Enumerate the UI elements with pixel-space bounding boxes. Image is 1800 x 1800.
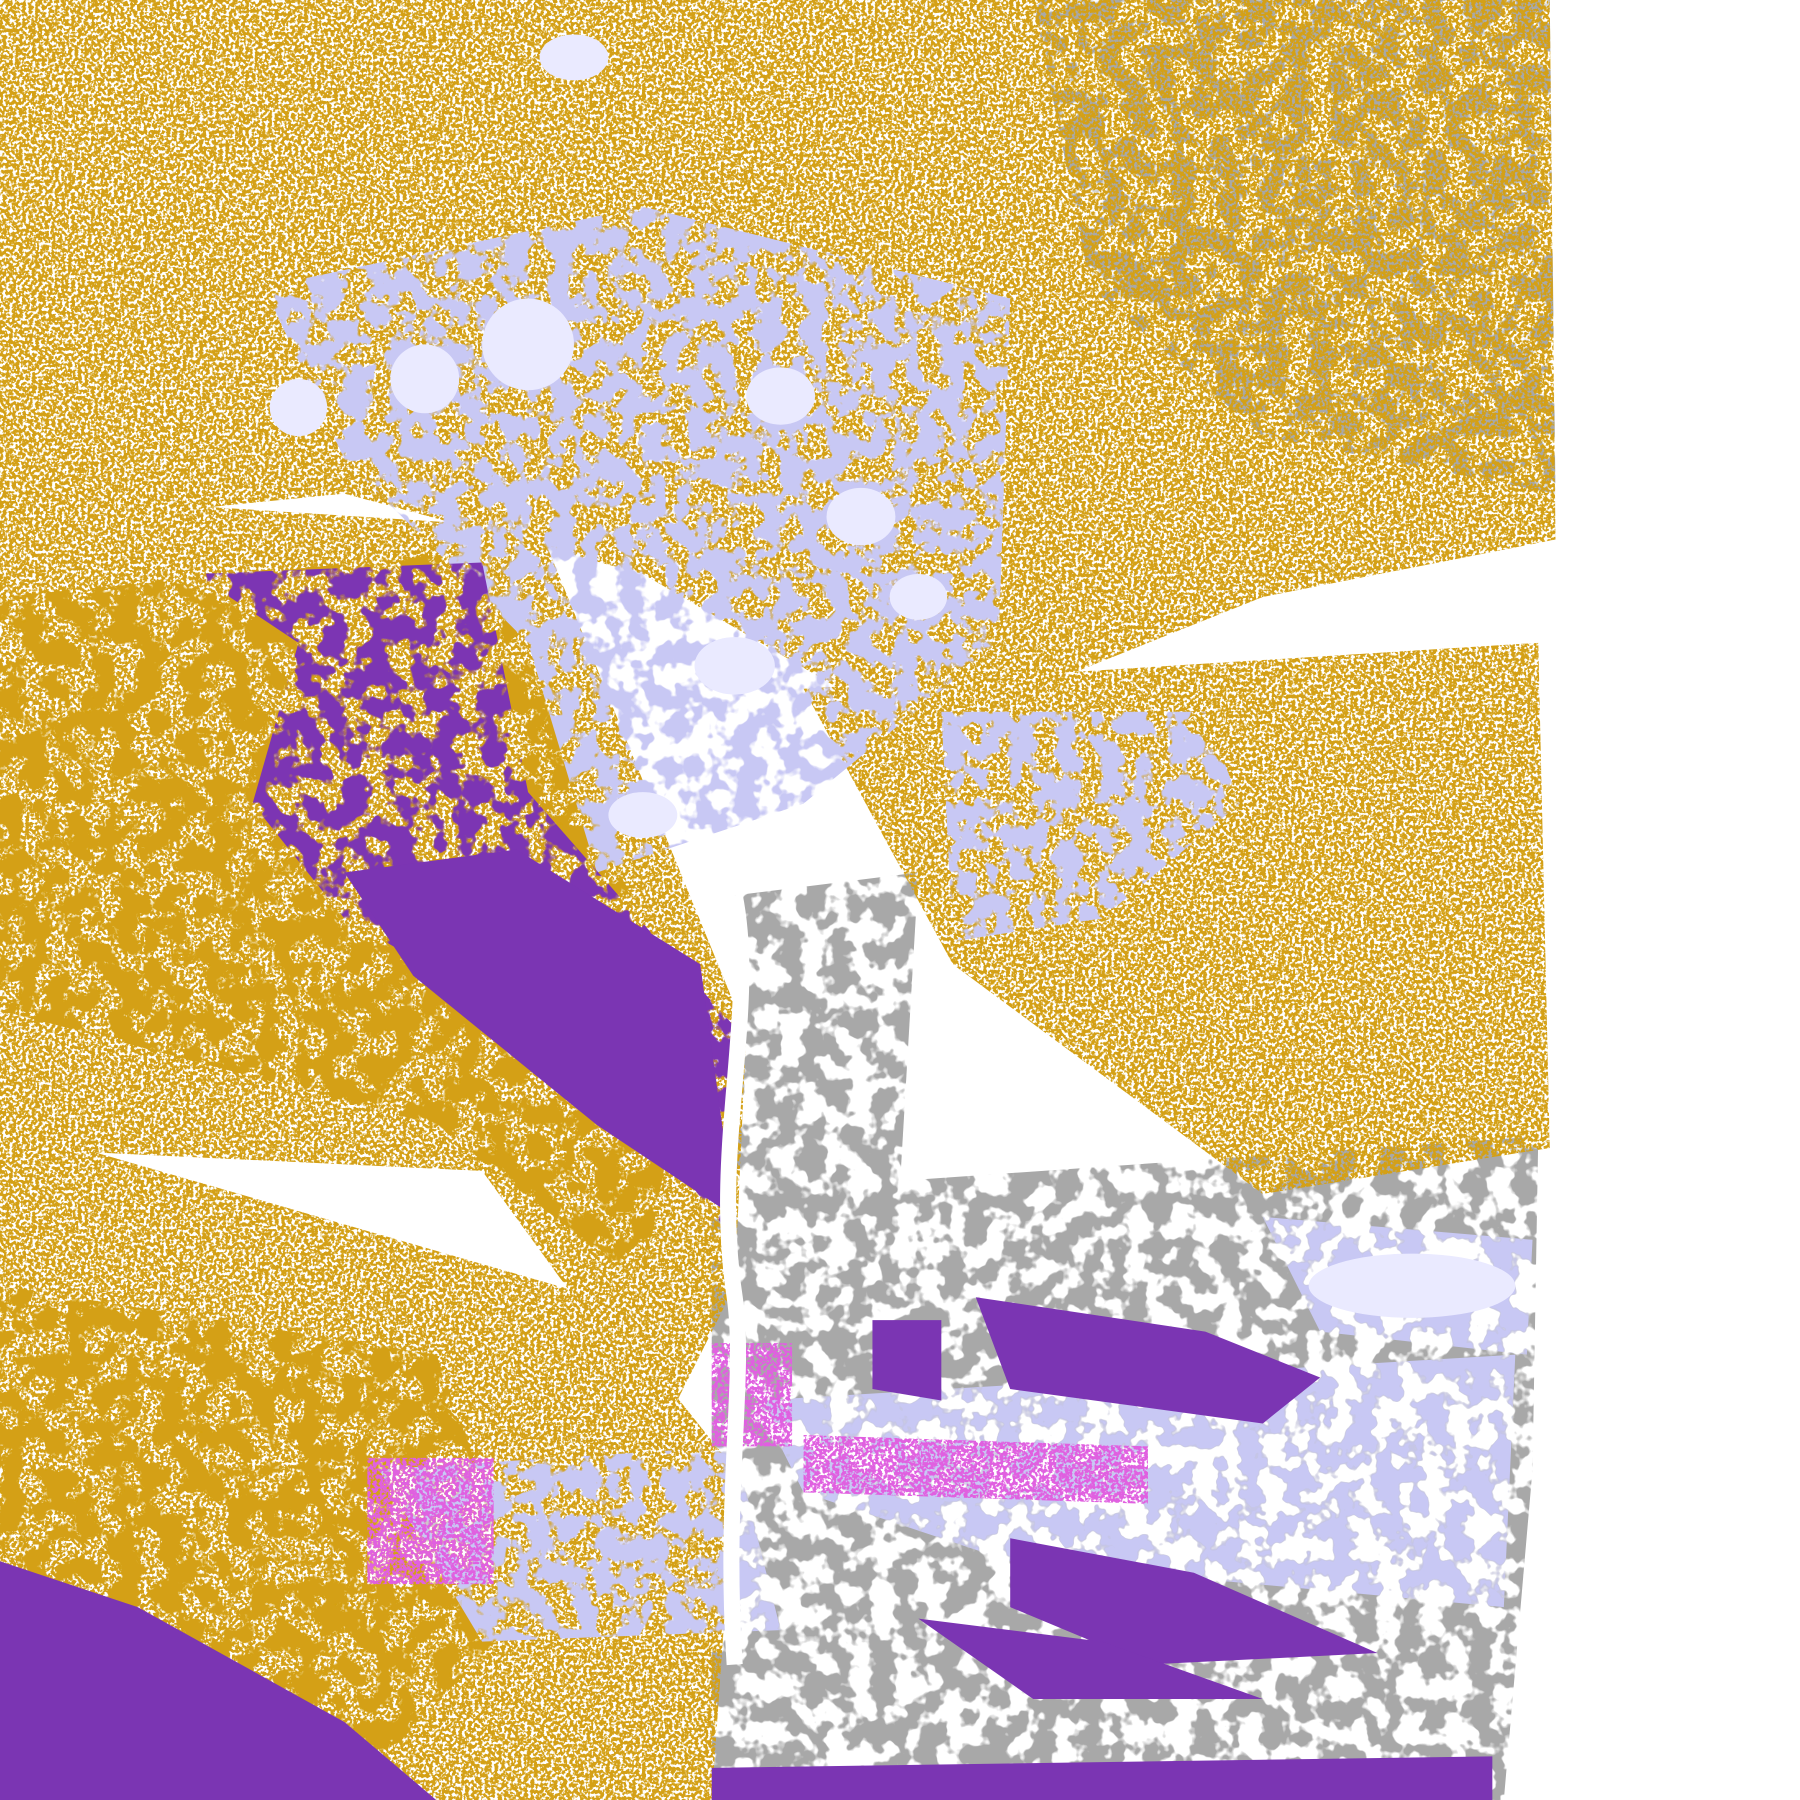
clear-gap bbox=[720, 893, 750, 1666]
bright-cloud-tops bbox=[269, 34, 1516, 1318]
purple-clouds bbox=[0, 562, 1493, 1800]
